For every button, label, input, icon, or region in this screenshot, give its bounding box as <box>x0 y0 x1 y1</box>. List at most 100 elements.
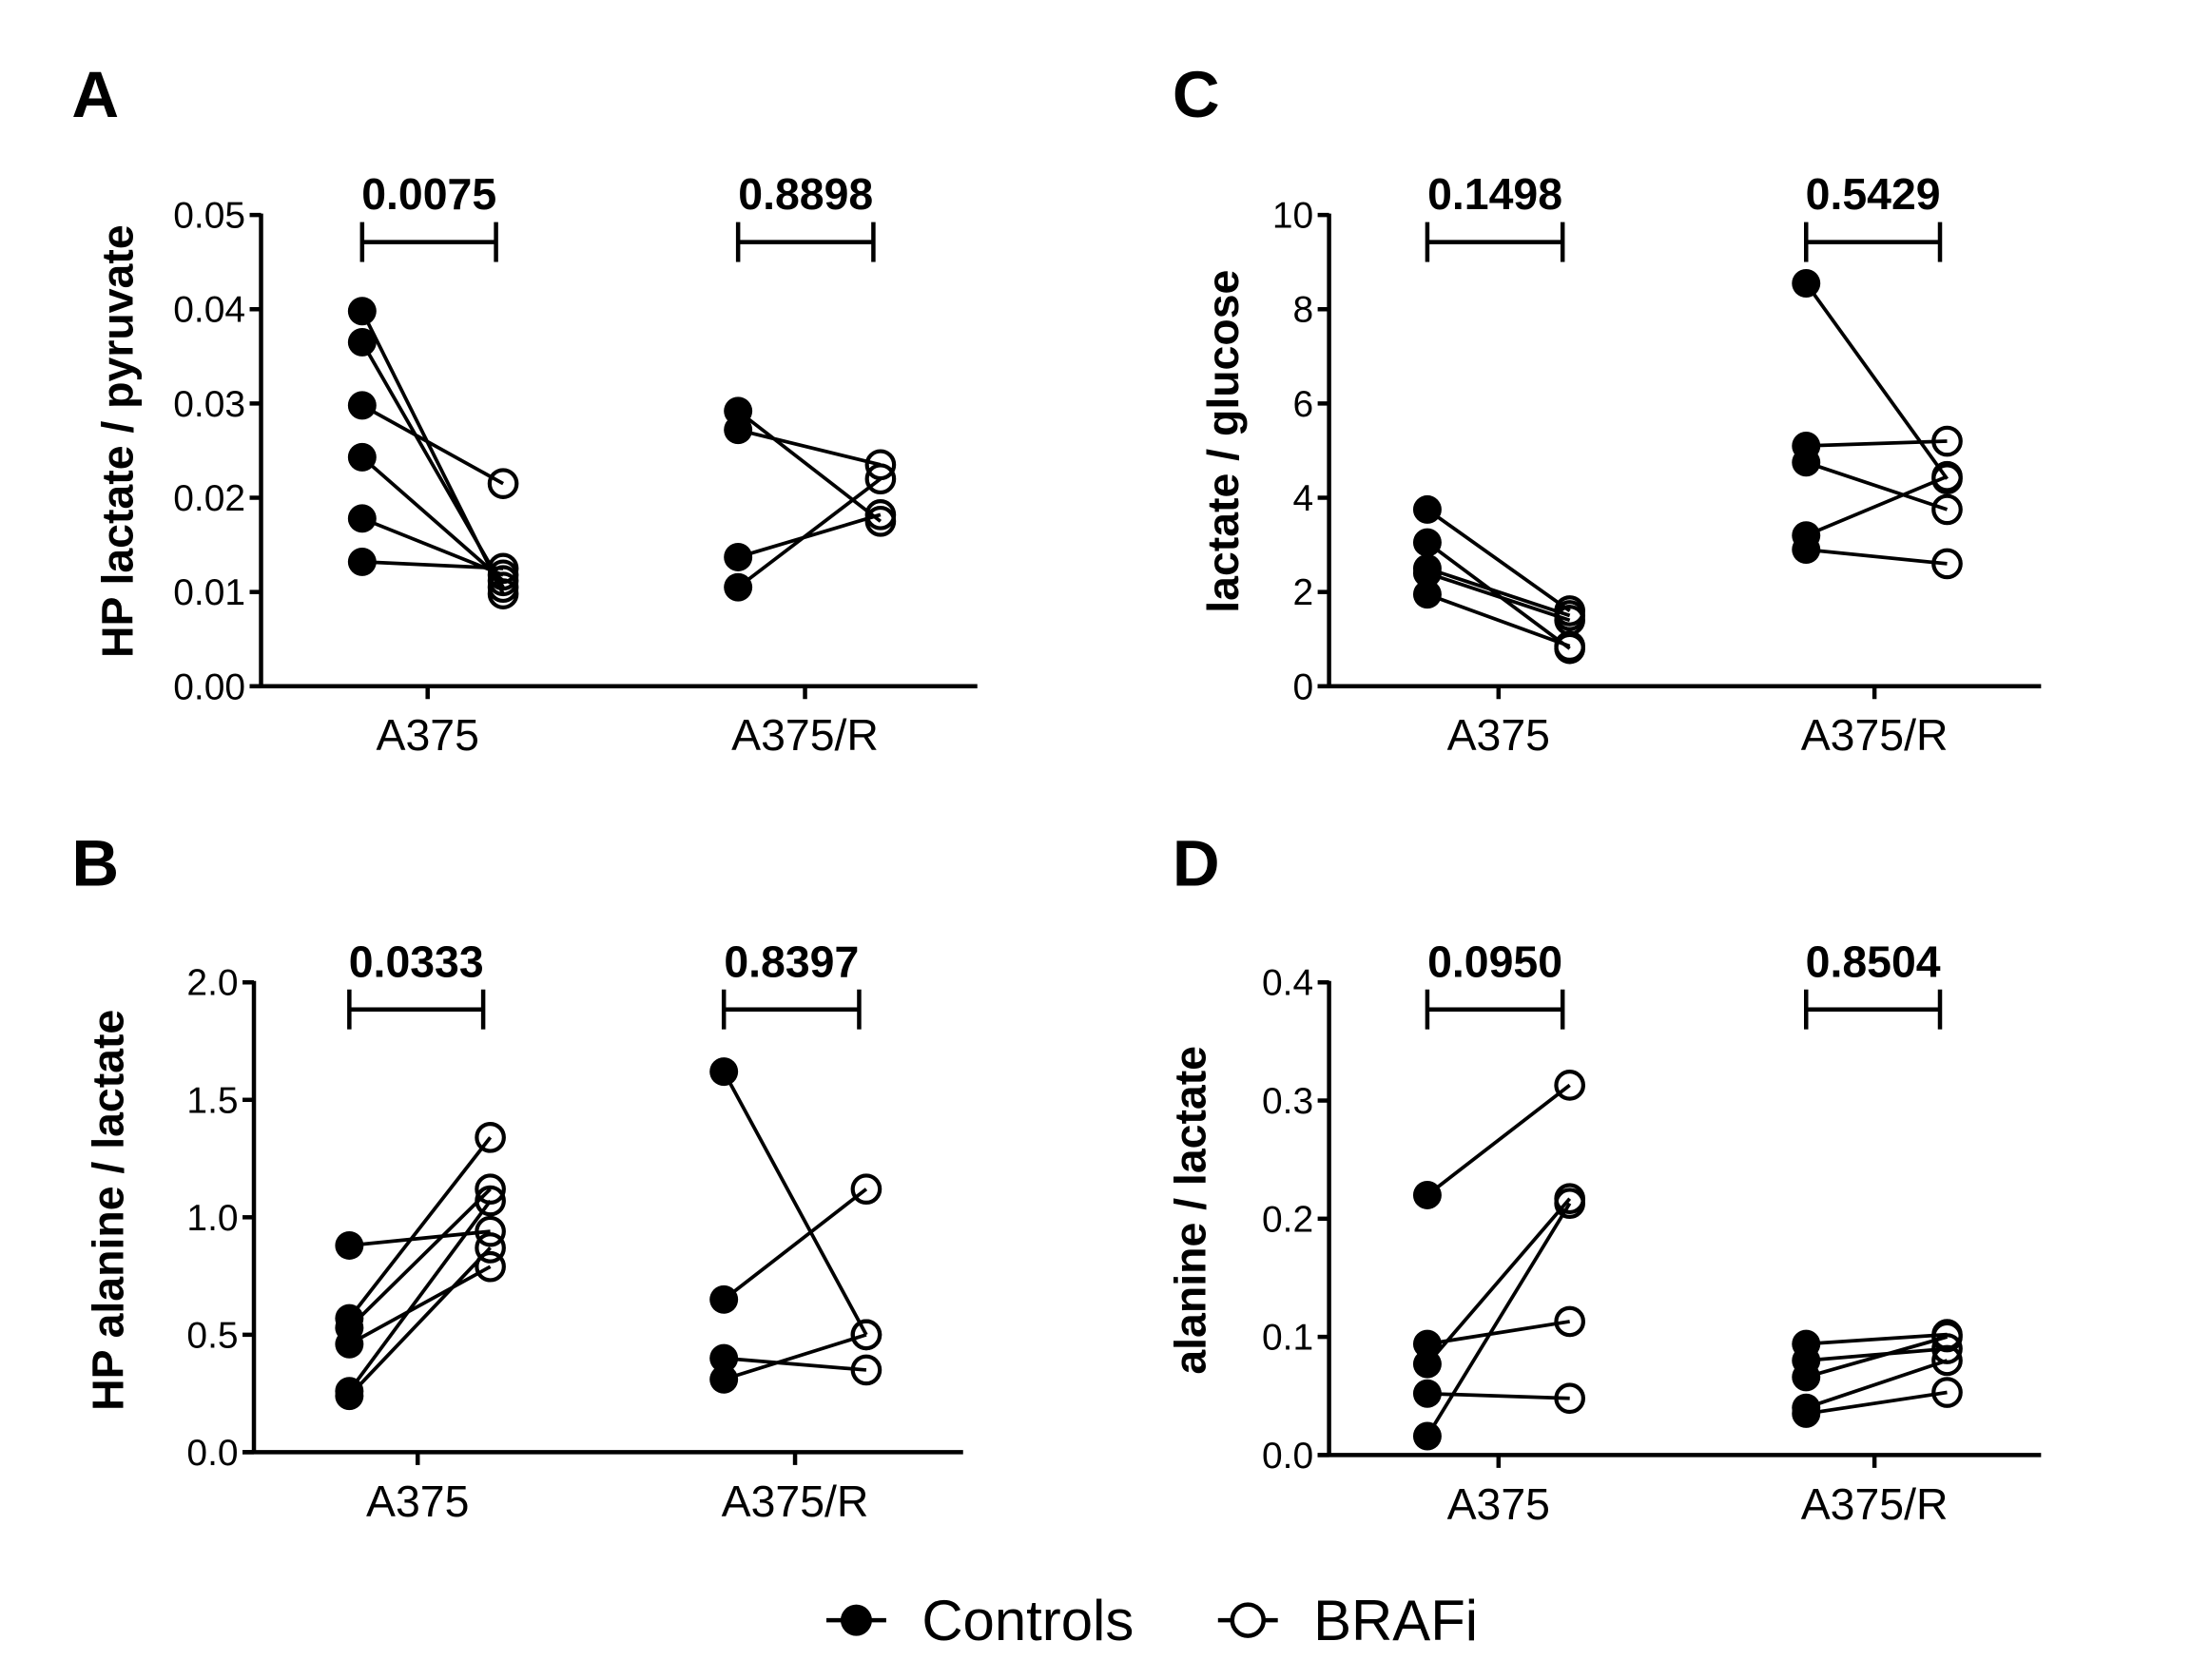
y-tick-label: 0.0 <box>1262 1436 1313 1477</box>
x-tick-label: A375/R <box>731 710 879 760</box>
x-tick-label: A375 <box>377 710 479 760</box>
control-point <box>1412 558 1442 588</box>
pair-line <box>1805 1335 1949 1380</box>
pair-line <box>1805 1359 1949 1410</box>
pair-line <box>347 1199 493 1393</box>
x-tick-label: A375/R <box>1801 710 1949 760</box>
legend: Controls BRAFi <box>825 1589 1478 1652</box>
x-tick-label: A375/R <box>722 1477 869 1526</box>
y-tick-label: 0.5 <box>186 1315 238 1356</box>
control-point <box>1412 494 1442 524</box>
legend-label-brafi: BRAFi <box>1313 1589 1478 1652</box>
brafi-point <box>487 468 519 499</box>
control-point <box>1412 1329 1442 1359</box>
control-point <box>335 1381 364 1411</box>
pair-line <box>348 1188 492 1329</box>
y-tick-label: 0 <box>1292 666 1313 707</box>
brafi-point <box>1554 630 1585 662</box>
brafi-point <box>1554 1305 1585 1338</box>
p-value-label: 0.1498 <box>1427 169 1562 219</box>
legend-label-controls: Controls <box>921 1589 1134 1652</box>
control-point <box>1792 1399 1821 1428</box>
y-tick-label: 1.5 <box>186 1080 238 1121</box>
control-point <box>709 1364 739 1394</box>
y-tick-label: 4 <box>1292 478 1313 519</box>
pair-line <box>737 512 882 559</box>
brafi-point <box>487 552 519 585</box>
p-value-label: 0.8898 <box>738 169 873 219</box>
pair-line <box>349 1229 491 1247</box>
pair-line <box>1806 548 1948 566</box>
brafi-point <box>864 449 897 481</box>
brafi-point <box>1554 1188 1585 1219</box>
control-point <box>1412 580 1442 609</box>
y-tick-label: 0.03 <box>173 384 245 425</box>
y-axis-label: HP lactate / pyruvate <box>93 224 143 658</box>
panel-letter: B <box>71 826 119 899</box>
brafi-point <box>475 1232 506 1264</box>
y-tick-label: 1.0 <box>186 1198 238 1239</box>
pair-line <box>1426 1391 1570 1400</box>
brafi-point <box>864 463 897 495</box>
pair-line <box>360 403 504 486</box>
brafi-point <box>1931 1333 1963 1364</box>
brafi-point <box>850 1354 882 1386</box>
control-point <box>1412 1379 1442 1408</box>
pair-line <box>1805 1390 1948 1416</box>
panel-a: A HP lactate / pyruvate 0.00 0.01 0.02 0.03 0.… <box>71 58 978 760</box>
control-point <box>1412 1421 1442 1451</box>
control-point <box>724 542 753 571</box>
brafi-point <box>1931 1344 1963 1377</box>
x-tick-label: A375 <box>366 1477 469 1526</box>
control-point <box>709 1057 739 1087</box>
control-point <box>1412 528 1442 557</box>
control-point <box>1792 535 1821 565</box>
pair-line <box>1426 571 1571 623</box>
y-tick-label: 0.4 <box>1262 963 1313 1004</box>
p-value-label: 0.8504 <box>1806 937 1941 986</box>
pair-line <box>723 1188 868 1302</box>
control-point <box>347 297 377 326</box>
control-point <box>1792 1362 1821 1392</box>
y-tick-label: 0.02 <box>173 478 245 519</box>
brafi-point <box>850 1319 882 1351</box>
brafi-point <box>475 1173 506 1205</box>
y-tick-label: 0.01 <box>173 572 245 613</box>
y-tick-label: 0.2 <box>1262 1199 1313 1240</box>
pair-line <box>1426 1197 1572 1365</box>
brafi-point <box>1931 460 1963 492</box>
control-point <box>724 572 753 602</box>
y-axis-label: lactate / glucose <box>1198 270 1248 613</box>
brafi-point <box>475 1215 506 1247</box>
pair-line <box>1426 592 1571 648</box>
pair-line <box>737 428 882 467</box>
panel-b: B HP alanine / lactate 0.0 0.5 1.0 1.5 2.0 A375… <box>71 826 963 1526</box>
control-point <box>347 504 377 533</box>
pair-line <box>1426 508 1571 612</box>
pair-line <box>1426 567 1571 618</box>
brafi-point <box>1931 1377 1963 1408</box>
y-tick-label: 0.04 <box>173 290 245 331</box>
control-point <box>709 1284 739 1314</box>
brafi-point <box>475 1250 506 1283</box>
p-value-label: 0.8397 <box>724 937 859 986</box>
pair-line <box>360 341 505 589</box>
control-point <box>335 1329 364 1359</box>
panel-letter: C <box>1173 58 1220 131</box>
p-value-label: 0.5429 <box>1806 169 1941 219</box>
pair-line <box>1426 1202 1572 1438</box>
p-value-label: 0.0075 <box>361 169 496 219</box>
y-tick-label: 0.05 <box>173 196 245 237</box>
pair-line <box>348 1265 492 1346</box>
pair-line <box>361 560 504 570</box>
pair-line <box>1806 1332 1948 1346</box>
pair-line <box>1804 281 1949 480</box>
pair-line <box>1805 474 1949 537</box>
brafi-point <box>864 499 897 531</box>
pair-line <box>1805 460 1949 512</box>
control-point <box>709 1343 739 1373</box>
y-tick-label: 2.0 <box>186 963 238 1004</box>
p-value-label: 0.0950 <box>1427 937 1562 986</box>
